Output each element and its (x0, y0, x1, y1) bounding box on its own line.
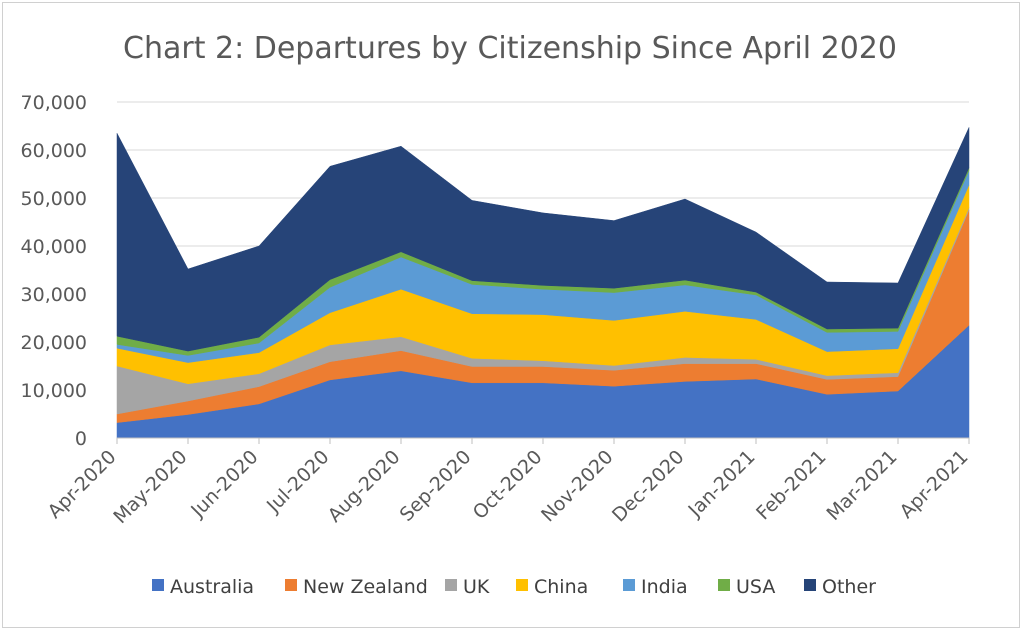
x-tick-label: Apr-2020 (44, 446, 121, 523)
legend-label: China (534, 576, 588, 598)
y-tick-label: 50,000 (21, 188, 87, 210)
legend-swatch (445, 579, 457, 591)
x-tick-label: Mar-2021 (822, 446, 901, 525)
legend-swatch (718, 579, 730, 591)
x-tick-label: Jun-2020 (186, 446, 262, 522)
legend-item-india: India (623, 576, 688, 598)
legend-label: Australia (170, 576, 254, 598)
legend-item-new-zealand: New Zealand (285, 576, 428, 598)
x-tick-label: Sep-2020 (396, 446, 476, 526)
y-tick-label: 40,000 (21, 236, 87, 258)
x-tick-label: Jul-2020 (262, 446, 334, 518)
legend-item-usa: USA (718, 576, 775, 598)
legend-label: UK (463, 576, 490, 598)
legend-item-china: China (516, 576, 588, 598)
legend-label: New Zealand (303, 576, 428, 598)
legend: Australia New Zealand UK China India USA Other (152, 576, 876, 598)
x-tick-label: Aug-2020 (324, 446, 405, 527)
x-tick-label: May-2020 (109, 446, 191, 528)
x-tick-label: Jan-2021 (684, 446, 760, 522)
x-tick-label: Oct-2020 (469, 446, 547, 524)
legend-label: India (641, 576, 688, 598)
y-axis-ticks: 0 10,000 20,000 30,000 40,000 50,000 60,000 70,… (21, 92, 87, 450)
legend-item-uk: UK (445, 576, 490, 598)
y-tick-label: 10,000 (21, 380, 87, 402)
y-tick-label: 60,000 (21, 140, 87, 162)
y-tick-label: 30,000 (21, 284, 87, 306)
x-tick-label: Apr-2021 (896, 446, 973, 523)
area-other (116, 127, 970, 352)
legend-swatch (516, 579, 528, 591)
data-areas (116, 127, 970, 439)
legend-label: USA (736, 576, 775, 598)
legend-swatch (285, 579, 297, 591)
x-tick-label: Feb-2021 (752, 446, 830, 524)
legend-item-other: Other (804, 576, 876, 598)
legend-item-australia: Australia (152, 576, 254, 598)
y-tick-label: 20,000 (21, 332, 87, 354)
legend-label: Other (822, 576, 876, 598)
legend-swatch (804, 579, 816, 591)
y-tick-label: 0 (75, 428, 87, 450)
chart-title: Chart 2: Departures by Citizenship Since… (123, 31, 897, 66)
legend-swatch (152, 579, 164, 591)
axes (116, 437, 970, 444)
legend-swatch (623, 579, 635, 591)
y-tick-label: 70,000 (21, 92, 87, 114)
x-tick-label: Nov-2020 (537, 446, 617, 526)
x-tick-label: Dec-2020 (608, 446, 689, 527)
